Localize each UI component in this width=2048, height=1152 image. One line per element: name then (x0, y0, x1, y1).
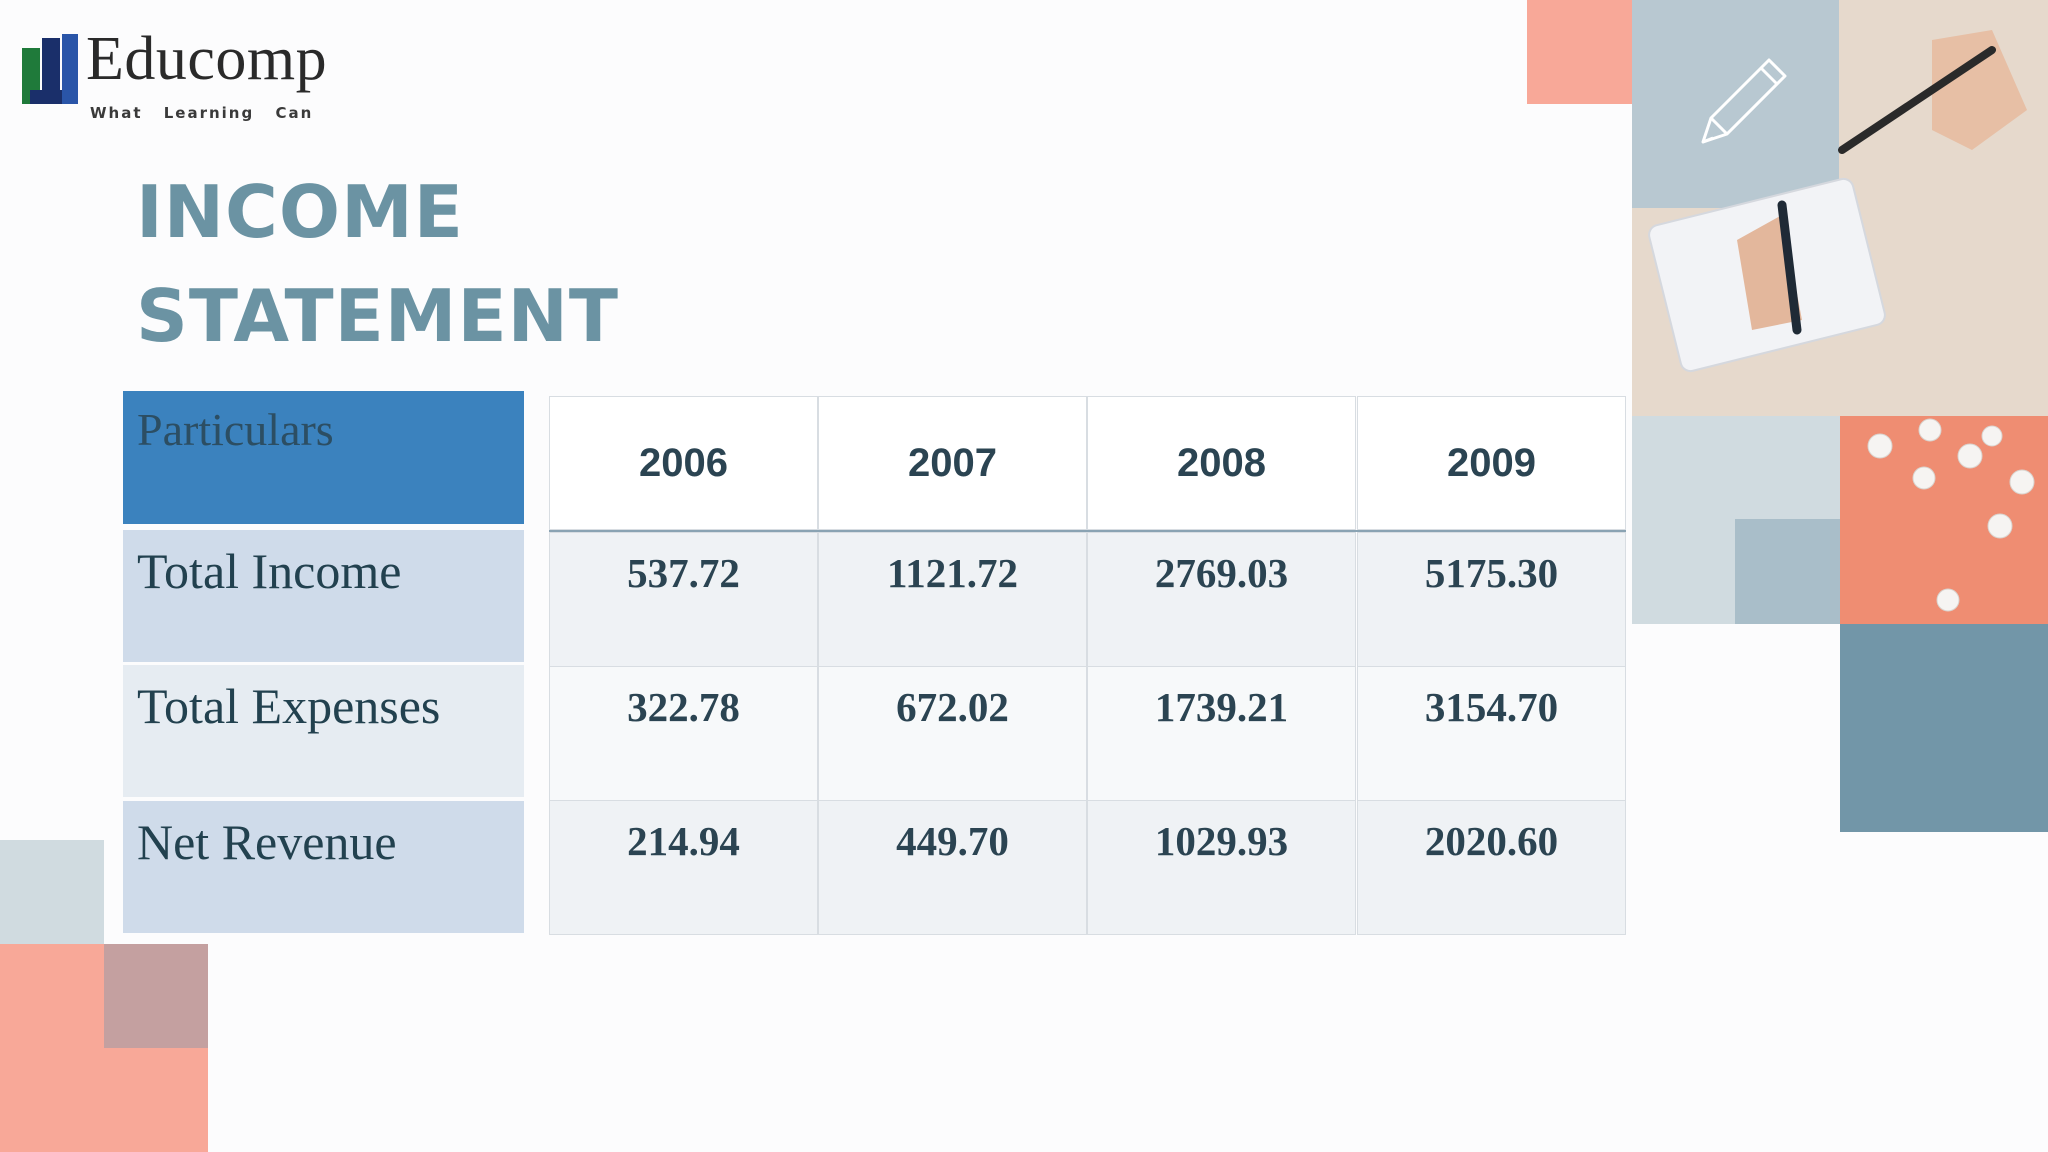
decor-block-slate-small (1735, 519, 1840, 624)
table-cell: 2020.60 (1357, 800, 1626, 935)
row-label-total-income: Total Income (123, 530, 524, 662)
decor-block-coral (1527, 0, 1632, 104)
table-cell: 322.78 (549, 666, 818, 801)
educomp-logo-icon (20, 30, 84, 112)
year-header-2006: 2006 (549, 396, 818, 530)
table-cell: 1121.72 (818, 532, 1087, 667)
logo-tagline: What Learning Can (90, 104, 314, 122)
table-cell: 3154.70 (1357, 666, 1626, 801)
header-divider (549, 530, 1626, 532)
page-title-line-2: STATEMENT (136, 274, 620, 358)
table-cell: 1029.93 (1087, 800, 1356, 935)
table-cell: 1739.21 (1087, 666, 1356, 801)
table-cell: 2769.03 (1087, 532, 1356, 667)
table-cell: 537.72 (549, 532, 818, 667)
year-header-2007: 2007 (818, 396, 1087, 530)
page-title-line-1: INCOME (136, 170, 464, 254)
table-cell: 214.94 (549, 800, 818, 935)
table-cell: 5175.30 (1357, 532, 1626, 667)
decor-block-light-slate-bottom (0, 840, 104, 944)
decor-block-mauve (104, 944, 208, 1048)
writing-hands-photo (1632, 0, 2048, 416)
table-cell: 449.70 (818, 800, 1087, 935)
year-header-2009: 2009 (1357, 396, 1626, 530)
pencil-icon (1683, 52, 1793, 162)
paper-balls-photo (1840, 416, 2048, 624)
row-label-net-revenue: Net Revenue (123, 801, 524, 933)
table-cell: 672.02 (818, 666, 1087, 801)
row-label-total-expenses: Total Expenses (123, 665, 524, 797)
decor-block-slate (1840, 624, 2048, 832)
year-header-2008: 2008 (1087, 396, 1356, 530)
particulars-header: Particulars (123, 391, 524, 524)
logo-wordmark: Educomp (86, 25, 328, 93)
